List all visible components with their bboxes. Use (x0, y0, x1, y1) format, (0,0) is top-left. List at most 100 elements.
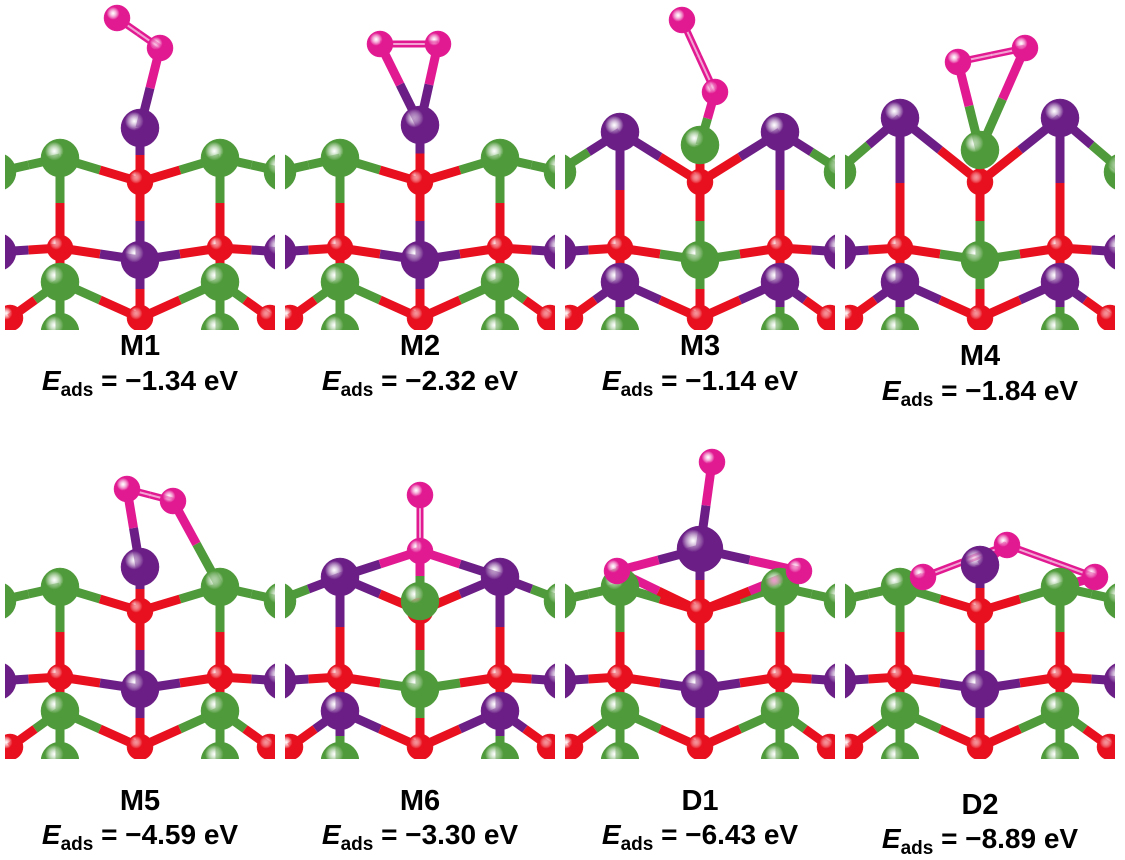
red-atom (46, 234, 74, 262)
pink-atom (406, 481, 434, 509)
pink-atom (103, 4, 131, 32)
panel-label: M6 (399, 785, 441, 817)
purple-atom (823, 663, 835, 699)
purple-atom (960, 545, 1000, 585)
green-atom (960, 240, 1000, 280)
purple-atom (120, 669, 160, 709)
energy-symbol: E (601, 365, 621, 396)
structure-d1 (565, 448, 835, 759)
energy-value: = −2.32 eV (381, 365, 519, 396)
energy-subscript: ads (340, 834, 374, 855)
purple-atom (845, 663, 857, 699)
green-atom (1040, 312, 1080, 330)
energy-value: = −8.89 eV (941, 823, 1079, 854)
energy-symbol: E (601, 819, 621, 850)
purple-atom (880, 98, 920, 138)
green-atom (480, 312, 520, 330)
structure-group (5, 4, 275, 330)
energy-subscript: ads (60, 834, 94, 855)
red-atom (126, 733, 154, 759)
pink-atom (406, 537, 434, 565)
green-atom (760, 741, 800, 759)
structure-d2 (845, 531, 1115, 759)
purple-atom (480, 691, 520, 731)
energy-value: = −4.59 eV (101, 819, 239, 850)
purple-atom (1040, 98, 1080, 138)
structure-m2 (285, 30, 555, 330)
panel-label: D2 (961, 789, 999, 821)
purple-atom (263, 663, 275, 699)
green-atom (200, 138, 240, 178)
green-atom (565, 583, 577, 619)
purple-atom (823, 234, 835, 270)
purple-atom (400, 105, 440, 145)
red-atom (565, 733, 584, 759)
panel-label: M5 (119, 785, 161, 817)
green-atom (5, 154, 17, 190)
purple-atom (120, 547, 160, 587)
red-atom (1096, 304, 1115, 330)
green-atom (285, 583, 297, 619)
green-atom (1040, 691, 1080, 731)
purple-atom (285, 234, 297, 270)
green-atom (40, 138, 80, 178)
green-atom (40, 567, 80, 607)
purple-atom (880, 262, 920, 302)
energy-symbol: E (321, 365, 341, 396)
pink-atom (366, 30, 394, 58)
green-atom (400, 669, 440, 709)
energy-subscript: ads (620, 380, 654, 401)
green-atom (823, 583, 835, 619)
pink-atom (785, 557, 813, 585)
green-atom (285, 154, 297, 190)
green-atom (760, 691, 800, 731)
red-atom (886, 234, 914, 262)
pink-atom (909, 563, 937, 591)
panel-m5: M5 Eads = −4.59 eV (5, 429, 275, 858)
structure-group (285, 30, 555, 330)
red-atom (536, 304, 555, 330)
panel-m6: M6 Eads = −3.30 eV (285, 429, 555, 858)
red-atom (816, 733, 835, 759)
green-atom (200, 741, 240, 759)
green-atom (263, 583, 275, 619)
adsorption-energy: Eads = −6.43 eV (565, 819, 835, 856)
purple-atom (120, 240, 160, 280)
green-atom (680, 240, 720, 280)
purple-atom (845, 234, 857, 270)
green-atom (1040, 567, 1080, 607)
red-atom (206, 234, 234, 262)
pink-atom (159, 487, 187, 515)
red-atom (686, 733, 714, 759)
energy-symbol: E (41, 819, 61, 850)
panel-d1: D1 Eads = −6.43 eV (565, 429, 835, 858)
structure-group (565, 6, 835, 330)
red-atom (46, 663, 74, 691)
energy-value: = −1.14 eV (661, 365, 799, 396)
purple-atom (480, 557, 520, 597)
red-atom (406, 304, 434, 330)
structure-m4 (845, 34, 1115, 330)
energy-subscript: ads (900, 390, 934, 411)
purple-atom (263, 234, 275, 270)
panel-label: M1 (119, 330, 161, 362)
red-atom (766, 234, 794, 262)
red-atom (1096, 733, 1115, 759)
red-atom (686, 168, 714, 196)
structure-group (845, 531, 1115, 759)
pink-atom (603, 557, 631, 585)
panel-m1: M1 Eads = −1.34 eV (5, 0, 275, 429)
pink-atom (993, 531, 1021, 559)
adsorption-energy: Eads = −1.34 eV (5, 365, 275, 402)
purple-atom (120, 108, 160, 148)
energy-symbol: E (41, 365, 61, 396)
red-atom (966, 168, 994, 196)
red-atom (606, 663, 634, 691)
red-atom (5, 304, 24, 330)
pink-atom (1011, 34, 1039, 62)
energy-symbol: E (881, 823, 901, 854)
energy-subscript: ads (340, 380, 374, 401)
pink-atom (424, 30, 452, 58)
red-atom (285, 733, 304, 759)
purple-atom (565, 234, 577, 270)
